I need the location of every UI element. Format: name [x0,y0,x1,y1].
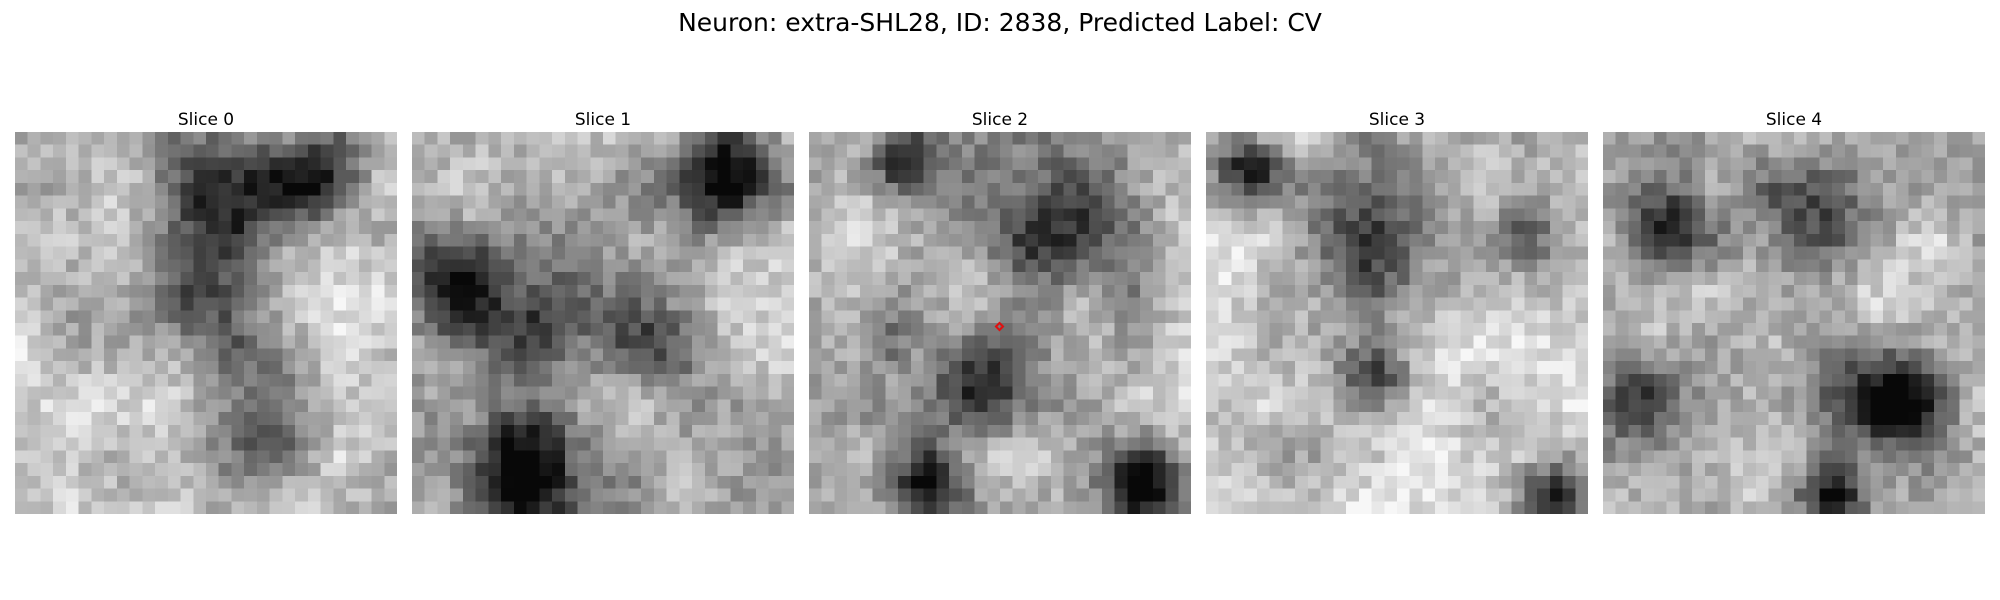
slice-panel-4: Slice 4 [1603,108,1985,514]
slice-title: Slice 1 [574,110,632,130]
slice-panel-0: Slice 0 [15,108,397,514]
slice-title: Slice 2 [971,110,1029,130]
slice-title: Slice 0 [177,110,235,130]
slice-panel-1: Slice 1 [412,108,794,514]
slice-image [1206,132,1588,514]
slice-image [412,132,794,514]
slice-panel-3: Slice 3 [1206,108,1588,514]
slice-title: Slice 4 [1765,110,1823,130]
slice-panel-2: Slice 2 [809,108,1191,514]
slice-image [15,132,397,514]
slice-image [1603,132,1985,514]
slice-title: Slice 3 [1368,110,1426,130]
slice-image [809,132,1191,514]
figure-title: Neuron: extra-SHL28, ID: 2838, Predicted… [678,8,1322,37]
